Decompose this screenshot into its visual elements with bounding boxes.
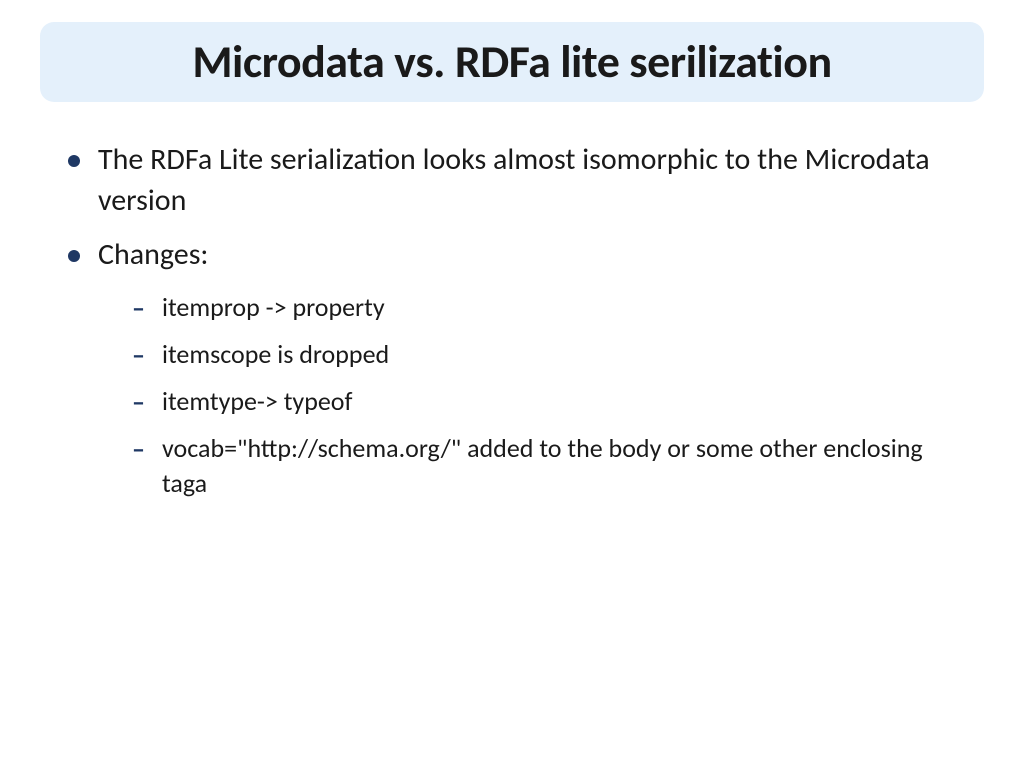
dash-icon: – bbox=[132, 292, 146, 324]
sub-bullet-text: itemprop -> property bbox=[162, 290, 385, 325]
bullet-item: The RDFa Lite serialization looks almost… bbox=[68, 140, 968, 221]
sub-bullet-item: – vocab="http://schema.org/" added to th… bbox=[132, 431, 968, 501]
bullet-text: The RDFa Lite serialization looks almost… bbox=[98, 140, 968, 221]
sub-bullet-item: – itemtype-> typeof bbox=[132, 384, 968, 419]
dash-icon: – bbox=[132, 339, 146, 371]
title-bar: Microdata vs. RDFa lite serilization bbox=[40, 22, 984, 102]
bullet-text: Changes: bbox=[98, 235, 208, 276]
slide-container: Microdata vs. RDFa lite serilization The… bbox=[0, 0, 1024, 768]
dash-icon: – bbox=[132, 386, 146, 418]
slide-content: The RDFa Lite serialization looks almost… bbox=[40, 140, 984, 501]
sub-bullet-text: itemscope is dropped bbox=[162, 337, 389, 372]
bullet-item: Changes: bbox=[68, 235, 968, 276]
sub-bullet-text: vocab="http://schema.org/" added to the … bbox=[162, 431, 968, 501]
bullet-dot-icon bbox=[68, 250, 80, 262]
slide-title: Microdata vs. RDFa lite serilization bbox=[68, 34, 956, 90]
sub-bullet-text: itemtype-> typeof bbox=[162, 384, 352, 419]
sub-bullet-item: – itemprop -> property bbox=[132, 290, 968, 325]
sub-bullet-list: – itemprop -> property – itemscope is dr… bbox=[132, 290, 968, 501]
bullet-dot-icon bbox=[68, 155, 80, 167]
dash-icon: – bbox=[132, 433, 146, 465]
sub-bullet-item: – itemscope is dropped bbox=[132, 337, 968, 372]
